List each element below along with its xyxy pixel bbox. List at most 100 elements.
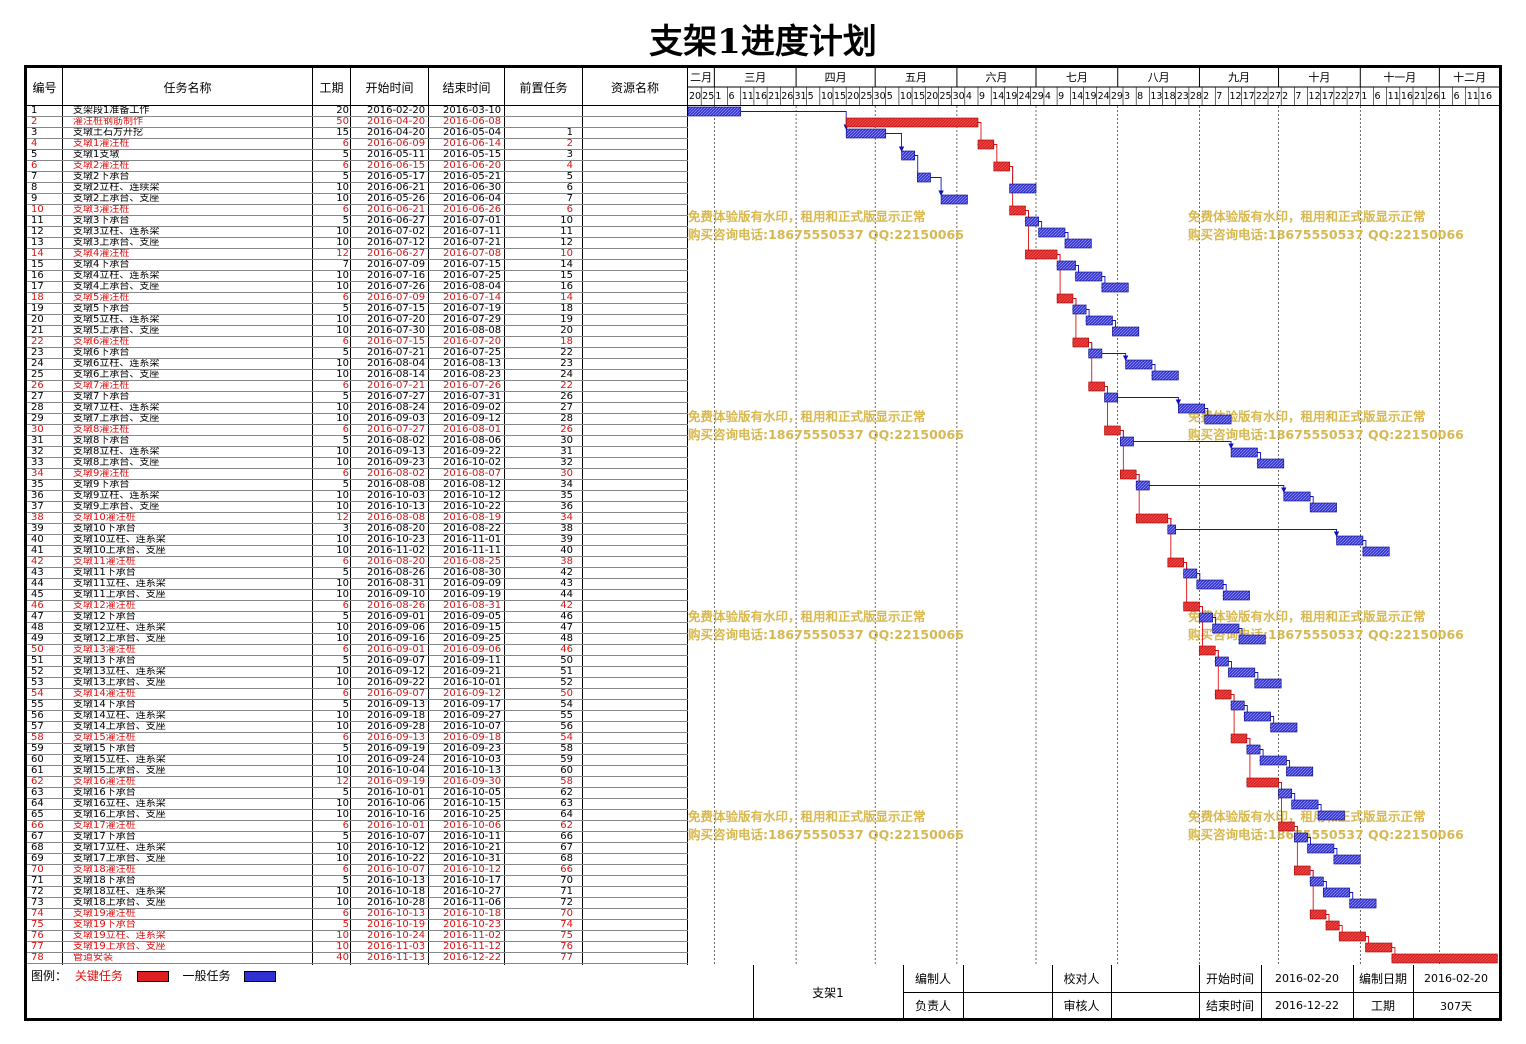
watermark-line2: 购买咨询电话:18675550537 QQ:22150066 [688, 227, 964, 242]
day-tick-label: 12 [1309, 91, 1321, 102]
table-row: 43 支墩11下承台 5 2016-08-26 2016-08-30 42 [27, 568, 688, 579]
duration: 15 [336, 128, 349, 138]
normal-task-bar [1230, 700, 1245, 711]
edit-date-value: 2016-02-20 [1424, 972, 1488, 985]
table-row: 2 灌注桩钢筋制作 50 2016-04-20 2016-06-08 [27, 117, 688, 128]
duration-label: 工期 [1370, 999, 1395, 1013]
row-id: 50 [31, 645, 44, 655]
row-id: 64 [31, 799, 44, 809]
start-date: 2016-07-12 [367, 238, 426, 248]
day-tick-label: 6 [729, 91, 735, 102]
end-date: 2016-09-23 [443, 744, 502, 754]
duration: 10 [336, 238, 349, 248]
task-name: 支墩5上承台、支座 [73, 326, 160, 336]
end-date: 2016-08-13 [443, 359, 502, 369]
row-id: 47 [31, 612, 44, 622]
end-date: 2016-10-02 [443, 458, 502, 468]
day-tick-label: 4 [966, 91, 972, 102]
day-tick-label: 4 [1045, 91, 1051, 102]
legend-critical-swatch [136, 971, 169, 982]
task-name: 支墩19灌注桩 [73, 909, 136, 919]
critical-task-bar [1325, 920, 1340, 931]
end-date: 2016-07-26 [443, 381, 502, 391]
start-date: 2016-06-09 [367, 139, 426, 149]
start-date: 2016-08-20 [367, 524, 426, 534]
end-value: 2016-12-22 [1275, 999, 1339, 1012]
watermark-line1: 免费体验版有水印，租用和正式版显示正常 [1188, 409, 1426, 424]
start-date: 2016-07-21 [367, 381, 426, 391]
predecessor: 30 [560, 436, 573, 446]
predecessor: 35 [560, 491, 573, 501]
table-row: 9 支墩2上承台、支座 10 2016-05-26 2016-06-04 7 [27, 194, 688, 205]
end-date: 2016-10-15 [443, 799, 502, 809]
duration: 10 [336, 711, 349, 721]
table-row: 15 支墩4下承台 7 2016-07-09 2016-07-15 14 [27, 260, 688, 271]
task-name: 支墩4下承台 [73, 260, 130, 270]
duration: 12 [336, 249, 349, 259]
table-row: 27 支墩7下承台 5 2016-07-27 2016-07-31 26 [27, 392, 688, 403]
normal-task-bar [1025, 216, 1039, 227]
start-date: 2016-09-24 [367, 755, 426, 765]
table-row: 40 支墩10立柱、连系梁 10 2016-10-23 2016-11-01 39 [27, 535, 688, 546]
row-id: 68 [31, 843, 44, 853]
normal-task-bar [1183, 568, 1198, 579]
predecessor: 62 [560, 821, 573, 831]
critical-task-bar [1167, 557, 1184, 568]
duration: 10 [336, 546, 349, 556]
month-label: 八月 [1148, 71, 1170, 84]
row-id: 22 [31, 337, 44, 347]
end-date: 2016-11-01 [443, 535, 502, 545]
end-date: 2016-10-25 [443, 810, 502, 820]
critical-task-bar [1183, 601, 1200, 612]
day-tick-label: 25 [702, 91, 714, 102]
end-date: 2016-09-02 [443, 403, 502, 413]
header-resource: 资源名称 [583, 68, 688, 106]
task-name: 支墩14下承台 [73, 700, 136, 710]
predecessor: 28 [560, 414, 573, 424]
start-date: 2016-08-14 [367, 370, 426, 380]
table-row: 68 支墩17立柱、连系梁 10 2016-10-12 2016-10-21 67 [27, 843, 688, 854]
table-row: 24 支墩6立柱、连系梁 10 2016-08-04 2016-08-13 23 [27, 359, 688, 370]
row-id: 59 [31, 744, 44, 754]
checker-label: 校对人 [1063, 972, 1100, 986]
row-id: 54 [31, 689, 44, 699]
reviewer-label: 审核人 [1063, 999, 1100, 1013]
row-id: 9 [31, 194, 38, 204]
duration: 5 [342, 700, 349, 710]
watermark-line2: 购买咨询电话:18675550537 QQ:22150066 [688, 427, 964, 442]
table-row: 67 支墩17下承台 5 2016-10-07 2016-10-11 66 [27, 832, 688, 843]
info-block: 支架1 编制人 校对人 开始时间 2016-02-20 编制日期 2016-02… [753, 965, 1499, 1019]
start-value: 2016-02-20 [1275, 972, 1339, 985]
start-date: 2016-07-30 [367, 326, 426, 336]
predecessor: 67 [560, 843, 573, 853]
table-row: 10 支墩3灌注桩 6 2016-06-21 2016-06-26 6 [27, 205, 688, 216]
duration: 5 [342, 612, 349, 622]
critical-task-bar [1025, 249, 1058, 260]
predecessor: 11 [560, 227, 573, 237]
end-date: 2016-10-17 [443, 876, 502, 886]
end-date: 2016-08-31 [443, 601, 502, 611]
task-table: 编号 任务名称 工期 开始时间 结束时间 前置任务 资源名称 1 支架段1准备工作… [27, 68, 688, 965]
duration: 5 [342, 392, 349, 402]
table-row: 6 支墩2灌注桩 6 2016-06-15 2016-06-20 4 [27, 161, 688, 172]
normal-task-bar [1283, 491, 1311, 502]
row-id: 56 [31, 711, 44, 721]
task-name: 支墩6下承台 [73, 348, 130, 358]
table-row: 75 支墩19下承台 5 2016-10-19 2016-10-23 74 [27, 920, 688, 931]
duration: 10 [336, 403, 349, 413]
duration: 6 [342, 821, 349, 831]
end-date: 2016-10-18 [443, 909, 502, 919]
table-row: 26 支墩7灌注桩 6 2016-07-21 2016-07-26 22 [27, 381, 688, 392]
task-name: 支墩18灌注桩 [73, 865, 136, 875]
start-date: 2016-05-11 [367, 150, 426, 160]
row-id: 13 [31, 238, 44, 248]
row-id: 70 [31, 865, 44, 875]
watermark-line2: 购买咨询电话:18675550537 QQ:22150066 [1188, 227, 1464, 242]
normal-task-bar [1101, 282, 1129, 293]
table-row: 41 支墩10上承台、支座 10 2016-11-02 2016-11-11 40 [27, 546, 688, 557]
duration: 6 [342, 865, 349, 875]
duration: 6 [342, 733, 349, 743]
end-date: 2016-06-20 [443, 161, 502, 171]
day-tick-label: 30 [874, 91, 886, 102]
